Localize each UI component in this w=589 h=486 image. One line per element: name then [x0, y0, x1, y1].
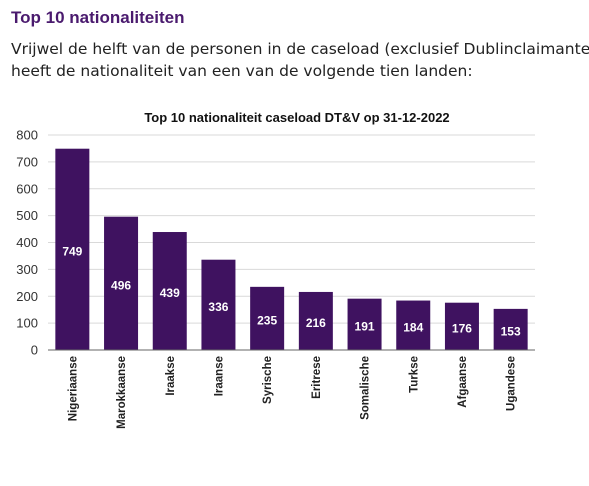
x-tick-label: Somalische	[360, 356, 372, 420]
x-tick-label: Afgaanse	[457, 356, 469, 408]
x-tick-label: Nigeriaanse	[67, 356, 79, 421]
x-tick-label: Marokkaanse	[116, 356, 128, 429]
y-tick-label: 700	[16, 154, 38, 169]
x-tick-label: Iraakse	[165, 356, 177, 396]
bar	[250, 286, 285, 350]
data-label: 496	[111, 278, 131, 292]
y-tick-label: 0	[31, 343, 38, 358]
data-label: 336	[208, 300, 228, 314]
y-axis: 0 100 200 300 400 500 600 700 800	[16, 128, 38, 358]
bar	[104, 216, 139, 350]
data-label: 216	[306, 316, 326, 330]
intro-line-1: Vrijwel de helft van de personen in de c…	[11, 40, 589, 58]
data-label: 184	[403, 320, 423, 334]
bar	[347, 298, 382, 350]
x-axis-labels: Nigeriaanse Marokkaanse Iraakse Iraanse Syri…	[67, 356, 517, 429]
bar	[444, 302, 479, 350]
y-tick-label: 200	[16, 289, 38, 304]
y-tick-label: 300	[16, 262, 38, 277]
bar-chart: Top 10 nationaliteit caseload DT&V op 31…	[16, 110, 535, 429]
x-tick-label: Syrische	[262, 356, 274, 404]
data-label: 191	[355, 319, 375, 333]
bar	[55, 148, 90, 350]
y-tick-label: 500	[16, 208, 38, 223]
x-tick-label: Turkse	[408, 356, 420, 393]
bar	[201, 259, 236, 350]
bar	[152, 232, 187, 350]
page-title: Top 10 nationaliteiten	[11, 8, 185, 27]
y-tick-label: 100	[16, 316, 38, 331]
data-label: 235	[257, 313, 277, 327]
data-label: 153	[501, 324, 521, 338]
data-label: 439	[160, 286, 180, 300]
y-tick-label: 400	[16, 235, 38, 250]
intro-line-2: heeft de nationaliteit van een van de vo…	[11, 62, 473, 80]
bar	[298, 291, 333, 350]
x-tick-label: Eritrese	[311, 356, 323, 399]
intro-text: Vrijwel de helft van de personen in de c…	[11, 38, 589, 82]
y-tick-label: 800	[16, 128, 38, 143]
x-tick-label: Ugandese	[506, 356, 518, 411]
bars: 749 496 439 336 235 216 191 184 176 153	[55, 148, 528, 350]
data-label: 749	[62, 244, 82, 258]
y-tick-label: 600	[16, 181, 38, 196]
chart-title: Top 10 nationaliteit caseload DT&V op 31…	[144, 110, 449, 125]
bar	[396, 300, 431, 350]
bar	[493, 308, 528, 350]
data-label: 176	[452, 321, 472, 335]
x-tick-label: Iraanse	[213, 356, 225, 396]
